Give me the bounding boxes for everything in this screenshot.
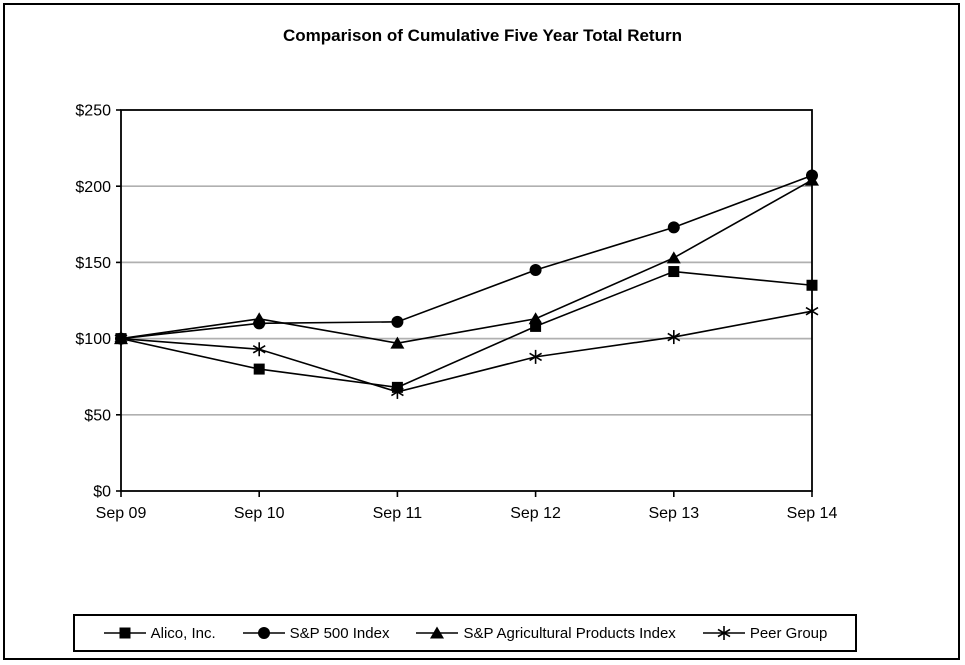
triangle-marker <box>805 173 819 186</box>
triangle-marker <box>390 336 405 349</box>
circle-marker <box>667 221 680 234</box>
x-axis-label: Sep 13 <box>648 505 699 522</box>
chart-title: Comparison of Cumulative Five Year Total… <box>283 26 682 45</box>
legend-label: Peer Group <box>749 624 828 642</box>
square-marker <box>391 381 403 393</box>
asterisk-marker <box>805 306 819 316</box>
square-marker <box>668 266 680 278</box>
x-axis-label: Sep 10 <box>234 505 285 522</box>
legend-label: Alico, Inc. <box>150 624 216 642</box>
series-line <box>120 270 813 389</box>
chart-legend: Alico, Inc. S&P 500 Index S&P Agricultural… <box>73 614 857 652</box>
square-marker <box>530 320 542 332</box>
series-s-p-500-index <box>115 169 818 345</box>
x-axis-label: Sep 12 <box>510 505 561 522</box>
square-legend-icon <box>103 627 146 639</box>
y-axis-label: $150 <box>75 255 111 272</box>
legend-item-s-p-500-index: S&P 500 Index <box>242 624 390 642</box>
y-axis-label: $0 <box>93 484 111 501</box>
square-marker <box>253 363 265 375</box>
triangle-legend-icon <box>416 626 459 639</box>
square-marker <box>806 279 818 291</box>
triangle-marker <box>252 312 267 325</box>
plot-border <box>120 109 813 492</box>
x-axis-label: Sep 14 <box>787 505 838 522</box>
circle-legend-icon <box>242 627 285 639</box>
asterisk-marker <box>667 332 681 342</box>
circle-marker <box>257 627 270 639</box>
square-marker <box>119 627 131 639</box>
series-alico-inc <box>115 266 818 393</box>
series-line <box>120 179 813 344</box>
series-peer-group <box>114 304 819 399</box>
legend-item-peer-group: Peer Group <box>702 624 828 642</box>
square-marker <box>115 333 127 345</box>
circle-marker <box>529 264 542 277</box>
asterisk-marker <box>717 628 731 638</box>
legend-label: S&P Agricultural Products Index <box>463 624 676 642</box>
asterisk-marker <box>529 352 543 362</box>
y-axis-label: $200 <box>75 179 111 196</box>
y-axis-label: $50 <box>84 407 111 424</box>
legend-item-s-p-agricultural-products-index: S&P Agricultural Products Index <box>415 624 676 642</box>
circle-marker <box>391 315 404 328</box>
asterisk-marker <box>252 344 266 354</box>
series-s-p-agricultural-products-index <box>114 173 819 349</box>
x-axis-label: Sep 09 <box>96 505 147 522</box>
legend-label: S&P 500 Index <box>289 624 390 642</box>
series-line <box>120 310 813 393</box>
legend-item-alico-inc: Alico, Inc. <box>103 625 216 642</box>
series-line <box>120 174 813 340</box>
y-axis-label: $100 <box>75 331 111 348</box>
triangle-marker <box>430 626 445 639</box>
asterisk-legend-icon <box>702 626 745 640</box>
x-axis-label: Sep 11 <box>373 505 423 522</box>
triangle-marker <box>666 251 681 264</box>
y-axis-label: $250 <box>75 103 111 120</box>
outer-border <box>3 3 960 660</box>
